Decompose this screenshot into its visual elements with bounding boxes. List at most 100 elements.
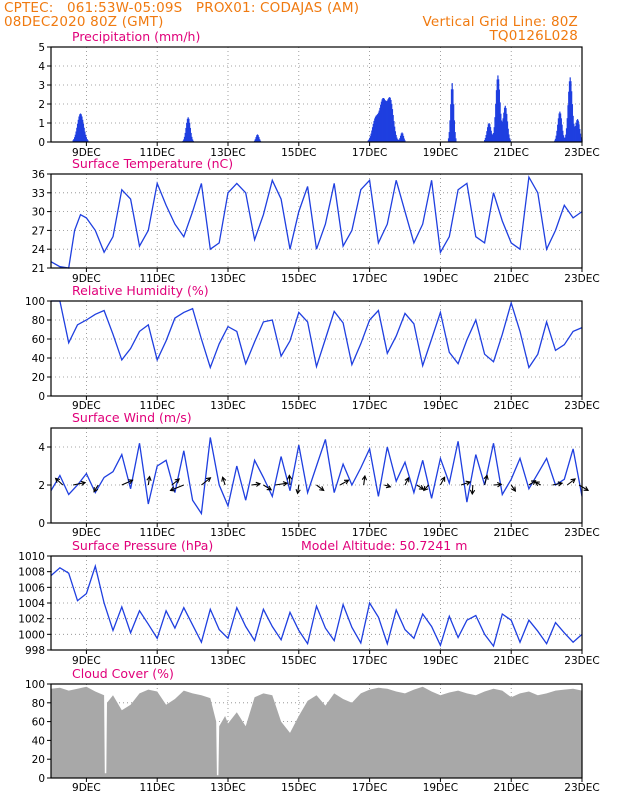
chart-precipitation-bar — [377, 114, 379, 142]
chart-cloud-cover-xtick-label: 23DEC — [564, 782, 599, 794]
chart-precipitation-bar — [559, 111, 561, 142]
header-station-line: CPTEC: 061:53W-05:09S PROX01: CODAJAS (A… — [4, 0, 360, 16]
chart-precipitation-bar — [571, 91, 573, 142]
chart-cloud-cover-xtick-label: 9DEC — [72, 782, 101, 794]
chart-precipitation-bar — [85, 134, 87, 142]
chart-precipitation-bar — [183, 136, 186, 142]
chart-wind-xtick-label: 15DEC — [281, 527, 316, 539]
chart-wind-xtick-label: 13DEC — [210, 527, 245, 539]
chart-wind-xtick-label: 23DEC — [564, 527, 599, 539]
chart-precipitation-bar — [382, 98, 384, 142]
wind-vector-arrow — [404, 476, 410, 486]
chart-precipitation-bar — [554, 140, 556, 142]
chart-precipitation-bar — [569, 77, 571, 142]
chart-precipitation-bar — [556, 130, 558, 142]
chart-precipitation-bar — [388, 97, 391, 142]
chart-pressure-xtick-label: 9DEC — [72, 655, 101, 667]
chart-humidity-xtick-label: 9DEC — [72, 400, 101, 412]
wind-vector-arrow — [146, 475, 152, 486]
wind-vector-arrow — [121, 479, 134, 486]
chart-precipitation-bar — [401, 132, 403, 142]
chart-precipitation-bar — [485, 135, 487, 142]
chart-precipitation-bar — [256, 134, 259, 142]
chart-precipitation-bar — [187, 117, 189, 142]
chart-cloud-cover-xtick-label: 19DEC — [423, 782, 458, 794]
chart-precipitation-bar — [390, 99, 392, 142]
chart-precipitation-bar — [506, 121, 509, 142]
chart-precipitation-bar — [185, 127, 187, 142]
chart-precipitation-bar — [254, 139, 256, 142]
chart-precipitation-bar — [492, 134, 494, 142]
header-date-line: 08DEC2020 80Z (GMT) — [4, 14, 164, 30]
chart-precipitation-bar — [449, 120, 451, 142]
chart-pressure-ytick-label: 1006 — [18, 582, 45, 594]
chart-precipitation-bar — [500, 113, 502, 142]
chart-precipitation-bar — [560, 113, 562, 142]
chart-cloud-cover-xtick-label: 11DEC — [139, 782, 174, 794]
chart-pressure-annotation: Model Altitude: 50.7241 m — [301, 538, 467, 553]
chart-precipitation-bar — [498, 89, 500, 142]
chart-humidity-xtick-label: 21DEC — [493, 400, 528, 412]
chart-precipitation-bar — [452, 89, 454, 142]
chart-precipitation-bar — [580, 137, 582, 142]
chart-precipitation-ytick-label: 0 — [38, 137, 45, 149]
wind-vector-arrow — [566, 478, 576, 486]
chart-pressure-ytick-label: 1002 — [18, 614, 45, 626]
chart-precipitation-bar — [450, 89, 453, 142]
chart-wind-series-line — [50, 437, 583, 516]
chart-precipitation-bar — [402, 133, 404, 142]
wind-vector-arrow — [295, 484, 301, 495]
chart-precipitation-bar — [508, 134, 510, 142]
chart-precipitation-bar — [501, 121, 503, 142]
wind-vector-arrow — [54, 477, 64, 486]
wind-vector-arrow — [275, 481, 289, 487]
chart-precipitation-bar — [369, 136, 371, 142]
chart-pressure-xtick-label: 13DEC — [210, 655, 245, 667]
chart-precipitation-bar — [498, 79, 500, 142]
chart-precipitation-bar — [73, 138, 75, 142]
wind-vector-arrow — [339, 479, 350, 486]
chart-wind-title: Surface Wind (m/s) — [72, 410, 192, 425]
chart-humidity-xtick-label: 17DEC — [352, 400, 387, 412]
chart-precipitation-bar — [393, 121, 395, 142]
chart-temperature-xtick-label: 23DEC — [564, 273, 599, 285]
chart-precipitation-bar — [579, 133, 582, 142]
wind-vector-arrow — [469, 484, 476, 496]
chart-precipitation-bar — [369, 138, 371, 142]
chart-humidity-xtick-label: 15DEC — [281, 400, 316, 412]
chart-precipitation-bar — [496, 79, 498, 142]
chart-humidity-xtick-label: 19DEC — [423, 400, 458, 412]
chart-precipitation-bar — [509, 138, 511, 142]
chart-humidity-xtick-label: 23DEC — [564, 400, 599, 412]
chart-precipitation-bar — [381, 99, 383, 142]
chart-precipitation-bar — [453, 120, 456, 142]
chart-precipitation-title: Precipitation (mm/h) — [72, 29, 200, 44]
chart-temperature: 21 24 27 30 33 36 9DEC 11DEC 13DEC 15DEC 17DEC 19DE… — [32, 156, 600, 285]
chart-precipitation-bar — [72, 140, 74, 142]
chart-precipitation-bar — [192, 139, 194, 142]
chart-humidity-frame — [50, 300, 583, 397]
chart-precipitation-bar — [79, 113, 82, 142]
chart-pressure-ytick-label: 1010 — [18, 551, 45, 563]
chart-precipitation-bar — [396, 137, 398, 142]
header-model-id: TQ0126L028 — [489, 28, 578, 44]
chart-precipitation-bar — [374, 118, 376, 142]
chart-precipitation-bar — [495, 90, 498, 142]
chart-precipitation-bar — [504, 105, 506, 142]
chart-precipitation-bar — [560, 118, 562, 142]
chart-precipitation-bar — [256, 135, 258, 142]
chart-precipitation-bar — [491, 133, 493, 142]
chart-precipitation-xtick-label: 21DEC — [493, 147, 528, 159]
wind-vector-arrow — [286, 474, 293, 486]
chart-precipitation-bar — [489, 124, 491, 142]
chart-precipitation-bar — [488, 122, 490, 142]
chart-precipitation-bar — [489, 127, 492, 142]
chart-precipitation-bar — [503, 112, 505, 142]
chart-wind-ytick-label: 0 — [38, 518, 45, 530]
chart-precipitation-bar — [80, 114, 82, 142]
chart-cloud-cover-ytick-label: 80 — [32, 698, 45, 710]
chart-precipitation-bar — [570, 81, 572, 142]
chart-pressure-xtick-label: 17DEC — [352, 655, 387, 667]
wind-vector-arrow — [510, 484, 517, 492]
